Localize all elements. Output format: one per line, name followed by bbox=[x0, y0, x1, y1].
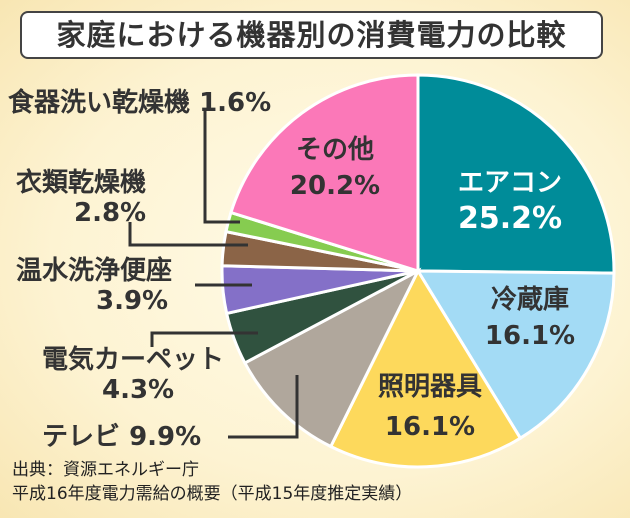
label-lighting: 照明器具 16.1% bbox=[377, 372, 482, 442]
pie-slice-0 bbox=[416, 73, 616, 275]
label-tv: テレビ 9.9% bbox=[42, 422, 202, 452]
leader-line-1 bbox=[128, 222, 248, 247]
label-clothes-dryer: 衣類乾燥機 2.8% bbox=[16, 168, 147, 228]
label-other: その他 20.2% bbox=[289, 135, 381, 201]
label-aircon: エアコン 25.2% bbox=[457, 168, 563, 236]
leader-line-4 bbox=[228, 375, 299, 439]
label-fridge: 冷蔵庫 16.1% bbox=[484, 285, 576, 351]
label-dish-dryer: 食器洗い乾燥機 1.6% bbox=[8, 88, 272, 118]
leader-line-0 bbox=[203, 110, 240, 224]
pie-slice-8 bbox=[229, 73, 420, 274]
source-note: 出典：資源エネルギー庁 平成16年度電力需給の概要（平成15年度推定実績） bbox=[12, 460, 413, 504]
chart-title: 家庭における機器別の消費電力の比較 bbox=[20, 11, 603, 59]
pie-slice-1 bbox=[415, 269, 616, 441]
pie-slice-3 bbox=[242, 267, 422, 449]
label-toilet-seat: 温水洗浄便座 3.9% bbox=[16, 256, 173, 316]
leader-line-3 bbox=[150, 331, 258, 347]
pie-slice-2 bbox=[328, 267, 523, 469]
label-carpet: 電気カーペット 4.3% bbox=[42, 345, 225, 405]
